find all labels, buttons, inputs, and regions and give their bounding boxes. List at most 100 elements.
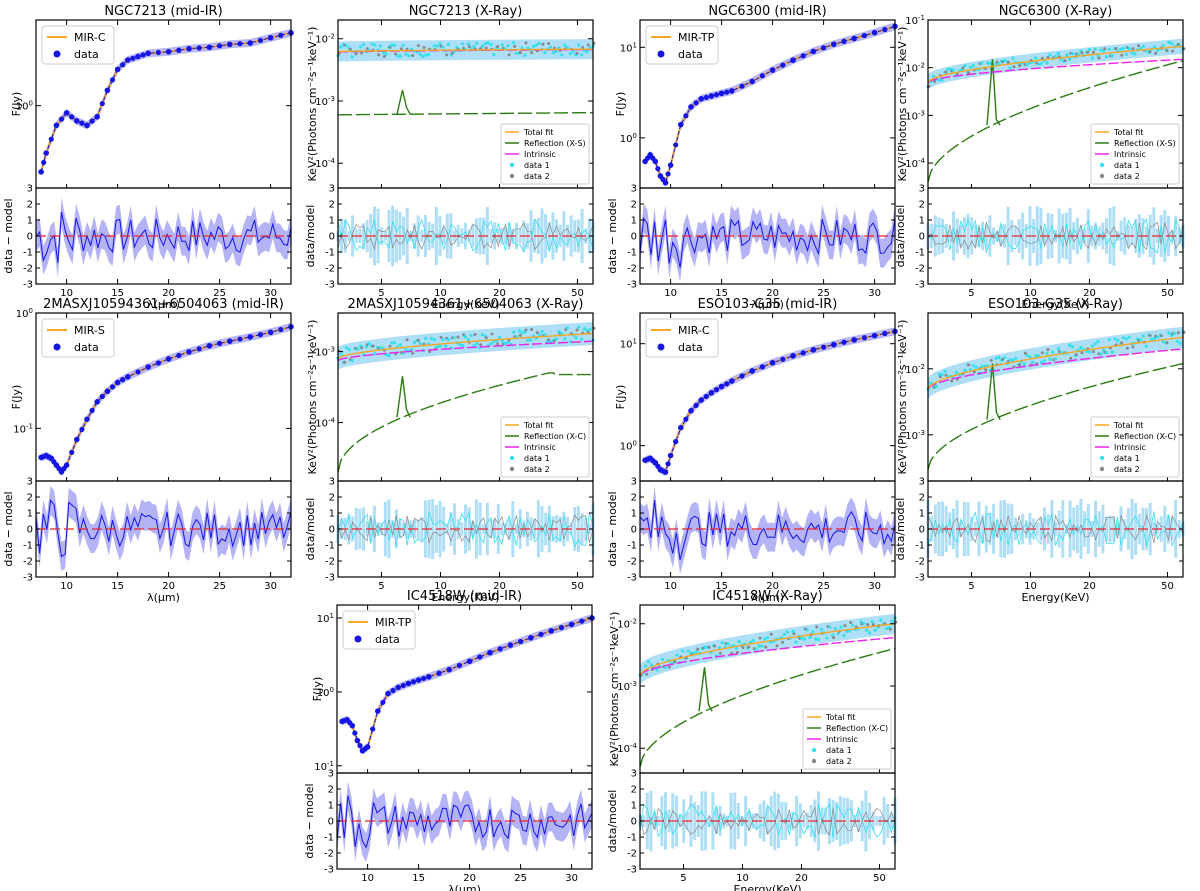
res-y-tick-label: 1	[631, 801, 637, 812]
main-content	[926, 326, 1186, 470]
legend-swatch	[811, 758, 817, 764]
res-y-tick-label: 1	[27, 216, 33, 227]
legend: MIR-S data	[41, 318, 115, 358]
residual-data1	[337, 510, 594, 548]
data-point	[135, 369, 141, 375]
legend-label: Total fit	[1113, 421, 1143, 430]
data2-point	[1040, 56, 1044, 60]
data1-point	[378, 44, 383, 48]
data1-point	[588, 327, 592, 331]
residual-bar	[1105, 218, 1108, 254]
x-tick-label: 20	[766, 288, 779, 299]
legend-label: data 2	[524, 172, 550, 181]
panel-title: NGC6300 (mid-IR)	[708, 4, 826, 19]
data-point	[237, 336, 243, 342]
x-tick-label: 10	[736, 873, 749, 884]
data1-point	[582, 327, 587, 331]
data-point	[662, 469, 669, 475]
data1-point	[1153, 337, 1157, 341]
data-point	[652, 459, 659, 466]
data-point	[673, 439, 679, 445]
data1-point	[1014, 356, 1018, 360]
data2-point	[513, 44, 517, 48]
data-point	[831, 341, 837, 348]
residual-axis-label: data − model	[606, 491, 619, 566]
legend-label: data 2	[1114, 172, 1140, 181]
data1-point	[563, 43, 567, 47]
data1-point	[432, 337, 436, 342]
data2-point	[496, 45, 500, 49]
data1-point	[1155, 335, 1160, 339]
data2-point	[1176, 331, 1180, 335]
residual-bar	[1064, 212, 1068, 260]
data-point	[579, 618, 585, 624]
data2-point	[769, 632, 773, 636]
y-tick-label: 10-1	[13, 422, 33, 435]
data-point	[53, 462, 60, 468]
data1-point	[937, 372, 941, 376]
x-tick-label: 30	[264, 288, 277, 299]
legend: MIR-C data	[645, 318, 719, 358]
data2-point	[1125, 346, 1129, 350]
data2-point	[422, 45, 426, 49]
res-y-tick-label: -3	[915, 280, 925, 291]
data1-point	[661, 657, 665, 661]
data1-point	[492, 340, 496, 344]
data-point	[114, 66, 121, 73]
data1-point	[1048, 53, 1052, 57]
data-point	[729, 88, 735, 94]
data1-point	[1048, 357, 1052, 361]
res-y-tick-label: 0	[27, 232, 33, 243]
y-tick-label: 10-4	[617, 742, 637, 755]
x-tick-label: 5	[378, 581, 384, 592]
x-tick-label: 25	[213, 288, 226, 299]
data1-point	[367, 342, 371, 346]
residual-bar	[362, 223, 365, 249]
data-point	[421, 675, 427, 682]
res-y-tick-label: 0	[631, 525, 637, 536]
data1-point	[1124, 52, 1128, 56]
data-point	[528, 634, 534, 641]
x-tick-label: 30	[565, 873, 578, 884]
data-point	[518, 638, 524, 645]
residual-axis-label: data − model	[606, 198, 619, 273]
data1-point	[1002, 59, 1007, 63]
data1-point	[1107, 337, 1111, 342]
data1-point	[563, 337, 567, 341]
data2-point	[575, 328, 579, 332]
residual-bar	[817, 791, 820, 851]
data1-point	[441, 45, 445, 49]
data-point	[58, 469, 65, 475]
data-point	[665, 171, 671, 177]
residual-bar	[573, 507, 577, 551]
data1-point	[867, 631, 872, 635]
residual-bar	[474, 499, 478, 559]
res-y-tick-label: -1	[915, 541, 925, 552]
data-point	[135, 53, 141, 60]
data2-point	[961, 66, 965, 70]
data1-point	[940, 78, 944, 82]
y-tick-label: 10-1	[314, 760, 334, 773]
data-point	[79, 426, 85, 433]
data1-point	[884, 626, 889, 631]
data1-point	[1161, 43, 1165, 48]
data1-point	[1119, 47, 1123, 51]
residual-bar	[875, 816, 879, 826]
y-tick-label: 100	[16, 307, 33, 320]
legend: MIR-C data	[41, 25, 115, 65]
x-tick-label: 20	[162, 288, 175, 299]
data1-point	[760, 644, 764, 648]
data-point	[278, 32, 284, 38]
res-y-tick-label: 3	[329, 184, 335, 195]
data2-point	[1148, 50, 1152, 54]
data1-point	[410, 348, 414, 352]
legend-swatch	[509, 162, 515, 168]
data1-point	[486, 41, 490, 45]
y-tick-label: 101	[620, 338, 637, 351]
data-point	[507, 642, 514, 648]
data1-point	[1070, 345, 1075, 349]
residual-bar	[831, 799, 835, 843]
data-point	[267, 329, 274, 336]
data2-point	[547, 338, 551, 342]
data2-point	[1012, 365, 1016, 369]
